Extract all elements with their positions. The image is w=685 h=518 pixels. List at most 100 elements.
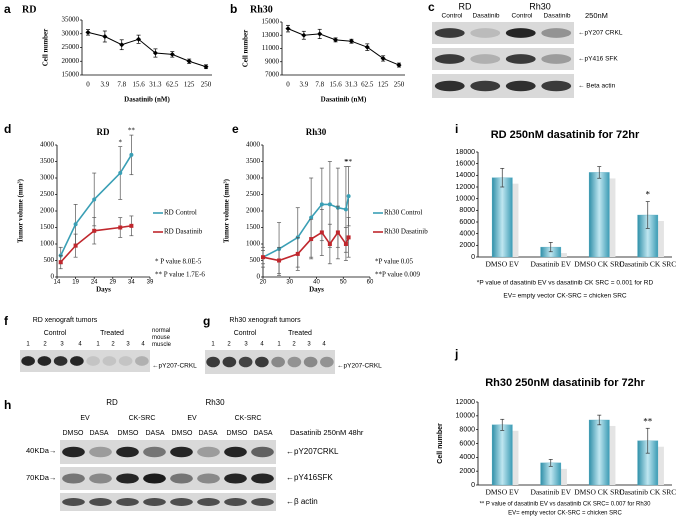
treatment-label: Dasatinib 250nM 48hr — [290, 428, 364, 437]
data-point — [285, 26, 291, 32]
data-point — [261, 255, 265, 260]
chart-title: Rh30 — [250, 4, 273, 15]
data-point — [309, 215, 314, 220]
data-point — [346, 194, 351, 199]
lane-label: DMSO — [172, 430, 194, 437]
blot-strip — [432, 22, 574, 44]
vector-label: EV — [187, 415, 197, 422]
blot-band — [434, 80, 465, 92]
panel-letter: f — [4, 314, 9, 328]
panel-letter: d — [4, 122, 11, 136]
lane-label: normal mouse muscle — [152, 328, 172, 348]
panel-letter: c — [428, 0, 435, 14]
blot-strip — [432, 48, 574, 70]
lane-label: 4 — [322, 342, 326, 348]
legend-label: Rh30 Dasatinib — [384, 228, 428, 236]
x-axis-label: Days — [309, 286, 324, 294]
y-tick-label: 8000 — [459, 207, 475, 214]
lane-label: 1 — [277, 342, 281, 348]
y-tick-label: 4000 — [459, 454, 475, 461]
significance-mark: ** — [643, 416, 653, 426]
lane-label: 2 — [292, 342, 296, 348]
y-tick-label: 2000 — [246, 207, 261, 215]
group-label: RD — [459, 1, 472, 11]
note: *P value of dasatinib EV vs dasatinib CK… — [477, 280, 654, 287]
blot-band — [255, 356, 269, 368]
chart-title: RD — [97, 127, 110, 137]
y-tick-label: 15000 — [62, 71, 80, 79]
group-label: Rh30 — [205, 398, 225, 407]
x-axis-label: Dasatinib (nM) — [124, 96, 170, 104]
data-line — [262, 195, 350, 258]
x-tick-label: DMSO CK SRC — [574, 260, 624, 269]
y-tick-label: 12000 — [456, 184, 476, 191]
blot-band — [143, 473, 166, 484]
data-point — [327, 202, 332, 207]
data-line — [87, 31, 207, 68]
blot-band — [197, 446, 220, 458]
blot-band — [21, 356, 35, 366]
data-point — [186, 58, 192, 64]
lane-label: 3 — [60, 342, 64, 348]
y-tick-label: 0 — [471, 254, 475, 261]
blot-band — [206, 356, 220, 368]
blot-band — [102, 356, 117, 366]
y-tick-label: 3000 — [246, 174, 261, 182]
y-tick-label: 11000 — [262, 44, 280, 52]
panel-letter: j — [454, 347, 458, 361]
data-point — [319, 202, 324, 207]
blot-band — [224, 446, 247, 458]
blot-band — [89, 498, 112, 506]
lane-label: 2 — [43, 342, 47, 348]
y-tick-label: 10000 — [456, 196, 476, 203]
lane-label: 4 — [260, 342, 264, 348]
blot-band — [116, 446, 139, 458]
x-axis-label: Days — [96, 286, 111, 294]
y-axis-label: Cell number — [437, 423, 444, 464]
size-marker: 40KDa→ — [26, 446, 56, 455]
blot-band — [197, 473, 220, 484]
blot-band — [89, 446, 112, 458]
blot-band — [470, 54, 501, 64]
lane-label: 3 — [244, 342, 248, 348]
y-tick-label: 20000 — [62, 57, 80, 65]
blot-band — [505, 80, 536, 92]
x-tick-label: 19 — [72, 280, 79, 286]
lane-label: 2 — [227, 342, 231, 348]
chart-title: Rh30 250nM dasatinib for 72hr — [485, 377, 645, 389]
x-tick-label: 15.6 — [132, 81, 145, 89]
vector-label: CK-SRC — [129, 415, 156, 422]
blot-band — [62, 498, 85, 506]
blot-band — [62, 473, 85, 484]
lane-label: DASA — [198, 430, 217, 437]
y-tick-label: 6000 — [459, 219, 475, 226]
band-label: ←pY416 SFK — [578, 56, 618, 63]
panel-letter: g — [203, 314, 210, 328]
y-tick-label: 500 — [250, 256, 261, 264]
y-tick-label: 2500 — [40, 190, 55, 198]
y-tick-label: 18000 — [456, 149, 476, 156]
note: ** P value of dasatinib EV vs dasatinib … — [480, 502, 651, 508]
x-tick-label: 3.9 — [100, 81, 109, 89]
blot-band — [224, 498, 247, 506]
bar — [588, 172, 610, 258]
data-point — [118, 225, 123, 230]
blot-band — [62, 446, 85, 458]
panel-letter: h — [4, 398, 11, 412]
band-label: ← Beta actin — [578, 83, 616, 90]
blot-band — [505, 54, 536, 64]
blot-band — [224, 473, 247, 484]
note: EV= empty vector CK-SRC = chicken SRC — [503, 293, 626, 300]
x-tick-label: DMSO EV — [485, 260, 519, 269]
x-tick-label: 3.9 — [299, 81, 308, 89]
data-point — [92, 197, 97, 202]
lane-label: DMSO — [118, 430, 140, 437]
x-tick-label: Dasatinib EV — [530, 260, 571, 269]
band-label: ←pY207-CRKL — [337, 363, 382, 370]
data-point — [346, 235, 351, 240]
y-axis-label: Cell number — [42, 29, 50, 67]
data-point — [73, 222, 78, 227]
y-tick-label: 2500 — [246, 190, 261, 198]
y-tick-label: 15000 — [262, 18, 280, 26]
